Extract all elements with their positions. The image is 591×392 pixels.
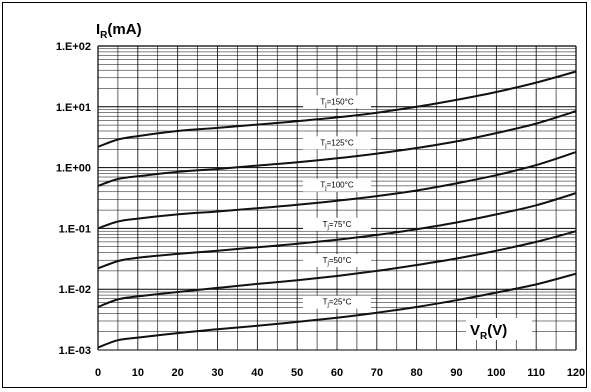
y-tick-label: 1.E-02 [59,284,91,296]
x-tick-labels: 0 10 20 30 40 50 60 70 80 90 100 110 120 [95,367,585,379]
series-line-4 [97,110,577,187]
series-label-main: T [323,256,328,265]
series-label-rest: =150°C [327,97,354,106]
y-tick-label: 1.E-03 [59,345,91,357]
x-tick-label: 50 [291,367,303,379]
y-axis-title-sub: R [100,30,108,41]
series-label-bg [303,178,371,192]
x-axis-title-sub: R [480,331,488,342]
series-label-main: T [320,97,325,106]
series-label-sub: j [324,102,326,108]
x-tick-label: 100 [487,367,505,379]
series-line-2 [97,192,577,270]
series-label-rest: =75°C [329,220,352,229]
series-label-0: Tj=25°C [323,298,352,309]
x-tick-label: 10 [132,367,144,379]
x-tick-label: 0 [95,367,101,379]
series-label-main: T [320,181,325,190]
y-axis-title-main: I [96,21,100,38]
x-tick-label: 60 [331,367,343,379]
series-line-1 [97,230,577,308]
y-tick-label: 1.E+02 [56,41,91,53]
x-tick-label: 120 [567,367,585,379]
series-label-2: Tj=75°C [323,220,352,231]
x-tick-label: 20 [172,367,184,379]
x-tick-label: 70 [371,367,383,379]
series-line-0 [97,272,577,349]
x-tick-label: 110 [527,367,545,379]
x-tick-label: 80 [411,367,423,379]
series-label-bg [303,295,371,309]
series-label-bg [303,136,371,150]
y-axis-title: IR(mA) [96,21,142,41]
series-label-sub: j [327,261,329,267]
series-label-bg [303,217,371,231]
series-label-sub: j [327,303,329,309]
y-tick-label: 1.E+01 [56,102,91,114]
y-tick-labels: 1.E-03 1.E-02 1.E-01 1.E+00 1.E+01 1.E+02 [56,41,91,357]
series-label-main: T [320,138,325,147]
x-axis-title-unit: (V) [487,322,507,339]
x-tick-label: 40 [251,367,263,379]
chart-frame [2,2,587,388]
series-line-3 [97,151,577,230]
series-label-4: Tj=125°C [320,138,353,149]
series-label-main: T [323,220,328,229]
series-label-bg [303,253,371,267]
series-label-sub: j [327,225,329,231]
series-label-rest: =100°C [327,181,354,190]
series-label-rest: =125°C [327,138,354,147]
y-tick-label: 1.E-01 [59,223,91,235]
series-label-sub: j [324,143,326,149]
x-axis-title-bg [466,318,532,340]
x-tick-label: 90 [450,367,462,379]
series-label-5: Tj=150°C [320,97,353,108]
series-label-rest: =50°C [329,256,352,265]
series-label-bg [303,95,371,109]
x-tick-label: 30 [211,367,223,379]
series-label-sub: j [324,186,326,192]
curve-labels: Tj=25°CTj=50°CTj=75°CTj=100°CTj=125°CTj=… [303,95,371,309]
series-label-3: Tj=100°C [320,181,353,192]
y-axis-title-unit: (mA) [107,21,141,38]
series-label-1: Tj=50°C [323,256,352,267]
series-line-5 [97,70,577,148]
x-axis-title-main: V [470,322,480,339]
series-label-main: T [323,298,328,307]
curves [97,70,577,349]
y-tick-label: 1.E+00 [56,163,91,175]
x-axis-title: VR(V) [470,322,507,342]
series-label-rest: =25°C [329,298,352,307]
